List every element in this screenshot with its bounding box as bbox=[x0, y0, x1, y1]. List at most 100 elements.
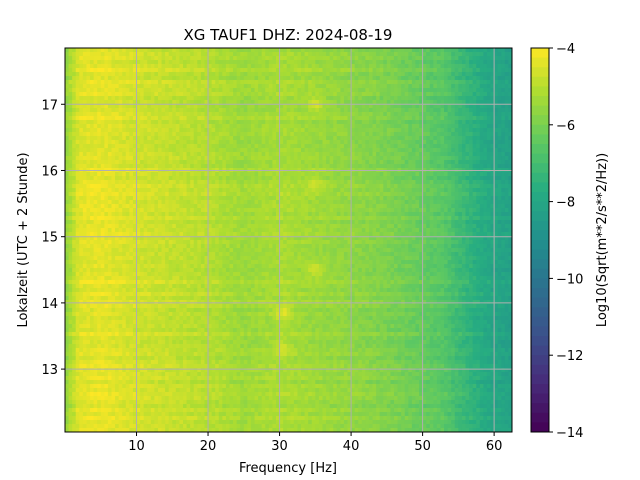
heatmap-cell bbox=[383, 84, 388, 89]
heatmap-cell bbox=[129, 92, 134, 97]
heatmap-cell bbox=[508, 192, 513, 197]
heatmap-cell bbox=[193, 88, 198, 93]
heatmap-cell bbox=[218, 172, 223, 177]
heatmap-cell bbox=[383, 136, 388, 141]
heatmap-cell bbox=[165, 56, 170, 61]
heatmap-cell bbox=[172, 108, 177, 113]
heatmap-cell bbox=[454, 156, 459, 161]
heatmap-cell bbox=[465, 120, 470, 125]
heatmap-cell bbox=[436, 172, 441, 177]
heatmap-cell bbox=[308, 124, 313, 129]
heatmap-cell bbox=[90, 152, 95, 157]
heatmap-cell bbox=[283, 172, 288, 177]
heatmap-cell bbox=[279, 92, 284, 97]
heatmap-cell bbox=[250, 52, 255, 57]
heatmap-cell bbox=[86, 204, 91, 209]
heatmap-cell bbox=[444, 136, 449, 141]
heatmap-cell bbox=[222, 192, 227, 197]
heatmap-cell bbox=[183, 176, 187, 181]
heatmap-cell bbox=[68, 124, 73, 129]
heatmap-cell bbox=[254, 88, 259, 93]
heatmap-cell bbox=[458, 192, 463, 197]
heatmap-cell bbox=[429, 80, 434, 85]
heatmap-cell bbox=[90, 184, 95, 189]
heatmap-cell bbox=[501, 132, 506, 137]
heatmap-cell bbox=[172, 172, 177, 177]
heatmap-cell bbox=[168, 160, 173, 165]
heatmap-cell bbox=[436, 112, 441, 117]
heatmap-cell bbox=[240, 120, 245, 125]
heatmap-cell bbox=[469, 140, 474, 145]
heatmap-cell bbox=[286, 112, 291, 117]
heatmap-cell bbox=[447, 172, 452, 177]
heatmap-cell bbox=[483, 184, 488, 189]
heatmap-cell bbox=[79, 144, 84, 149]
heatmap-cell bbox=[351, 176, 356, 181]
heatmap-cell bbox=[68, 160, 73, 165]
heatmap-cell bbox=[436, 200, 441, 205]
heatmap-cell bbox=[426, 172, 431, 177]
heatmap-cell bbox=[65, 92, 69, 97]
heatmap-cell bbox=[315, 88, 320, 93]
heatmap-cell bbox=[93, 92, 98, 97]
heatmap-cell bbox=[397, 160, 402, 165]
heatmap-cell bbox=[461, 128, 466, 133]
heatmap-cell bbox=[68, 64, 73, 69]
heatmap-cell bbox=[318, 84, 323, 89]
heatmap-cell bbox=[404, 116, 409, 121]
heatmap-cell bbox=[393, 128, 398, 133]
heatmap-cell bbox=[469, 144, 474, 149]
heatmap-cell bbox=[422, 124, 427, 129]
heatmap-cell bbox=[247, 180, 252, 185]
heatmap-cell bbox=[390, 204, 395, 209]
heatmap-cell bbox=[358, 160, 363, 165]
heatmap-cell bbox=[279, 188, 284, 193]
heatmap-cell bbox=[104, 184, 109, 189]
heatmap-cell bbox=[183, 200, 187, 205]
heatmap-cell bbox=[179, 184, 184, 189]
heatmap-cell bbox=[311, 76, 316, 81]
heatmap-cell bbox=[218, 116, 223, 121]
heatmap-cell bbox=[329, 80, 334, 85]
heatmap-cell bbox=[354, 84, 359, 89]
heatmap-cell bbox=[426, 108, 431, 113]
heatmap-cell bbox=[386, 60, 391, 65]
heatmap-cell bbox=[408, 200, 413, 205]
heatmap-cell bbox=[65, 136, 69, 141]
heatmap-cell bbox=[458, 144, 463, 149]
heatmap-cell bbox=[465, 92, 470, 97]
heatmap-cell bbox=[336, 192, 341, 197]
heatmap-cell bbox=[233, 108, 238, 113]
heatmap-cell bbox=[490, 100, 495, 105]
heatmap-cell bbox=[111, 88, 116, 93]
heatmap-cell bbox=[490, 176, 495, 181]
heatmap-cell bbox=[165, 92, 170, 97]
heatmap-cell bbox=[90, 84, 95, 89]
heatmap-cell bbox=[486, 64, 491, 69]
heatmap-cell bbox=[104, 108, 109, 113]
heatmap-cell bbox=[86, 136, 91, 141]
heatmap-cell bbox=[290, 128, 295, 133]
heatmap-cell bbox=[93, 72, 98, 77]
heatmap-cell bbox=[272, 112, 277, 117]
heatmap-cell bbox=[247, 80, 252, 85]
heatmap-cell bbox=[129, 96, 134, 101]
heatmap-cell bbox=[168, 52, 173, 57]
heatmap-cell bbox=[129, 48, 134, 53]
heatmap-cell bbox=[426, 156, 431, 161]
heatmap-cell bbox=[318, 140, 323, 145]
heatmap-cell bbox=[204, 144, 209, 149]
heatmap-cell bbox=[215, 84, 220, 89]
heatmap-cell bbox=[236, 84, 241, 89]
heatmap-cell bbox=[65, 116, 69, 121]
heatmap-cell bbox=[283, 100, 288, 105]
heatmap-cell bbox=[458, 204, 463, 209]
heatmap-cell bbox=[258, 176, 263, 181]
heatmap-cell bbox=[376, 132, 381, 137]
heatmap-cell bbox=[308, 136, 313, 141]
heatmap-cell bbox=[479, 92, 484, 97]
heatmap-cell bbox=[401, 64, 406, 69]
heatmap-cell bbox=[86, 64, 91, 69]
heatmap-cell bbox=[140, 136, 145, 141]
heatmap-cell bbox=[293, 76, 298, 81]
